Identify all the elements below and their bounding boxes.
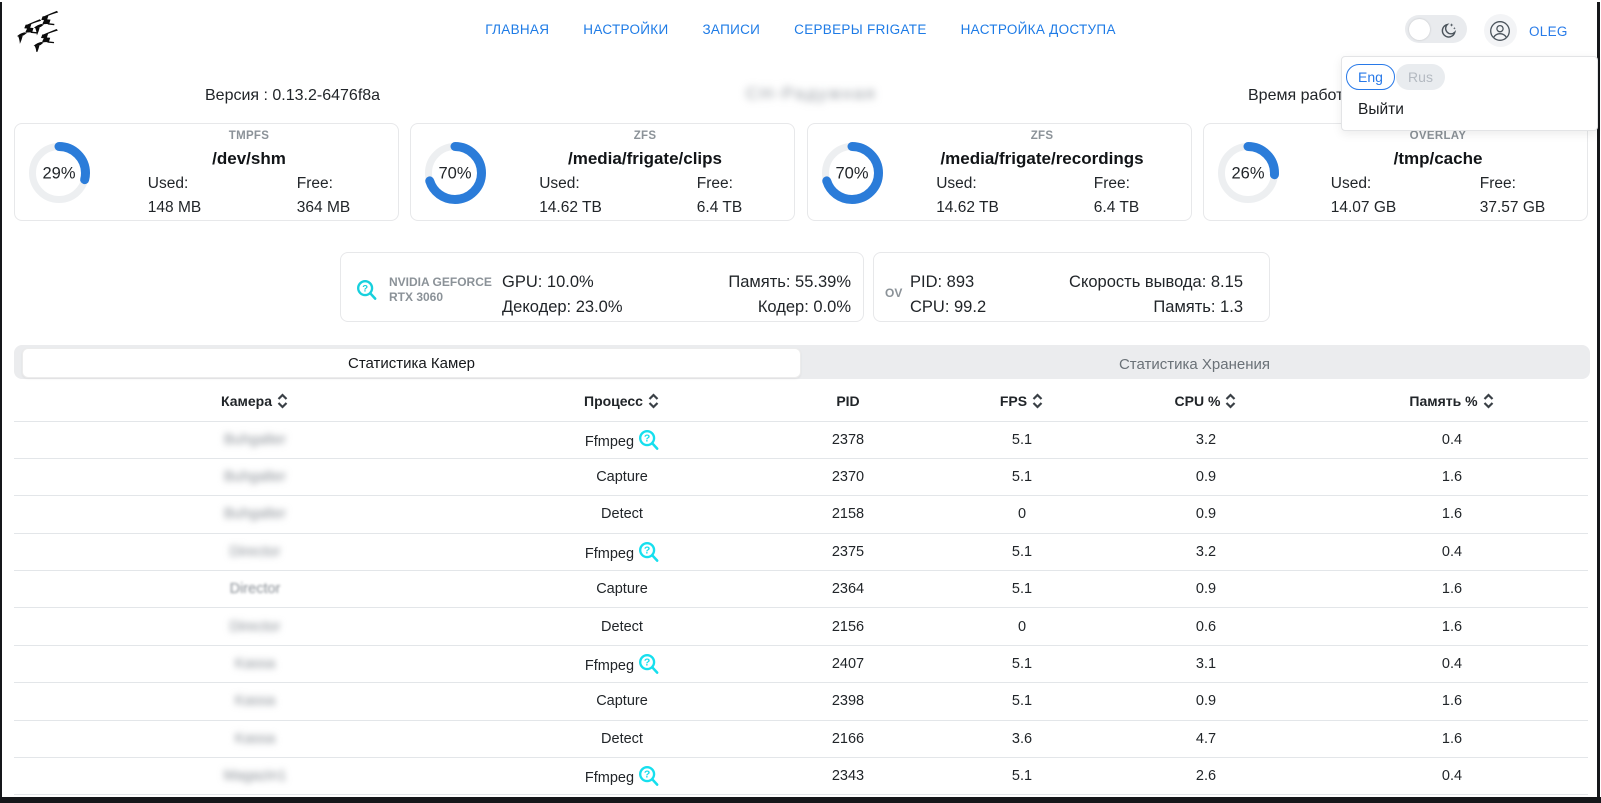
svg-text:?: ?: [644, 656, 650, 668]
svg-text:?: ?: [644, 769, 650, 781]
svg-text:?: ?: [362, 283, 368, 294]
svg-text:26%: 26%: [1231, 165, 1264, 183]
svg-text:29%: 29%: [42, 165, 75, 183]
svg-text:?: ?: [644, 432, 650, 444]
svg-text:70%: 70%: [835, 165, 868, 183]
svg-text:?: ?: [644, 544, 650, 556]
svg-text:70%: 70%: [438, 165, 471, 183]
